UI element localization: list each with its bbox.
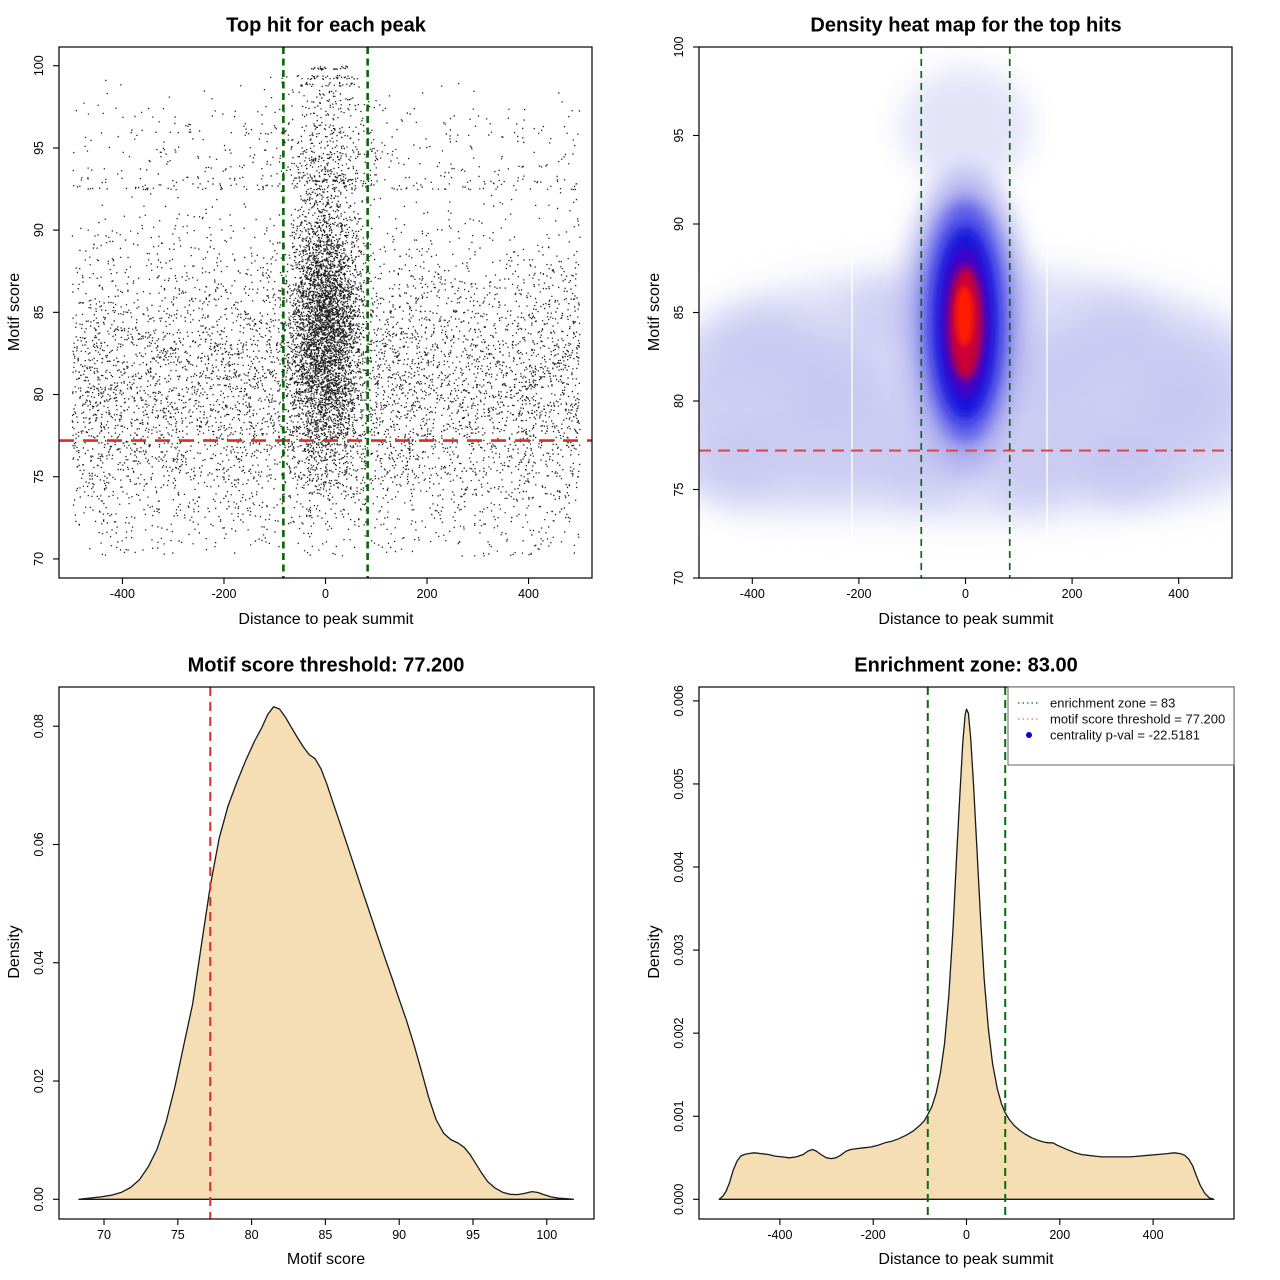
scatter-points (71, 65, 581, 557)
heatmap-plot-title: Density heat map for the top hits (810, 14, 1122, 37)
heatmap-density-blob (955, 285, 974, 347)
y-tick-label: 0.08 (32, 714, 46, 738)
x-tick-label: 0 (322, 587, 329, 601)
y-tick-label: 0.002 (672, 1017, 686, 1048)
plot-area (59, 47, 592, 578)
heatmap-density-blob (1069, 291, 1161, 370)
heatmap-density-blob (992, 445, 1067, 517)
y-tick-label: 95 (32, 141, 46, 155)
density-curve (78, 706, 574, 1200)
scatter-plot: -400 -200 0 200 400 70 75 80 85 90 95 100 Top hit f… (0, 0, 640, 640)
legend-entry-label: centrality p-val = -22.5181 (1050, 728, 1200, 743)
score-density-plot-ylabel: Density (6, 925, 23, 979)
scatter-plot-xlabel: Distance to peak summit (238, 611, 414, 628)
y-tick-label: 85 (672, 306, 686, 320)
y-tick-label: 90 (32, 223, 46, 237)
x-tick-label: 100 (536, 1228, 557, 1242)
x-tick-label: 75 (171, 1228, 185, 1242)
y-tick-label: 0.006 (672, 685, 686, 716)
y-tick-label: 90 (672, 217, 686, 231)
y-tick-label: 85 (32, 305, 46, 319)
x-tick-label: 0 (962, 587, 969, 601)
y-tick-label: 80 (672, 394, 686, 408)
y-tick-label: 95 (672, 129, 686, 143)
x-tick-label: -200 (211, 587, 236, 601)
legend-dot-sample (1026, 732, 1032, 738)
x-tick-label: 200 (417, 587, 438, 601)
plot-area (699, 47, 1232, 578)
x-tick-label: 85 (318, 1228, 332, 1242)
y-tick-label: 75 (672, 483, 686, 497)
x-tick-label: 95 (466, 1228, 480, 1242)
x-tick-label: 400 (518, 587, 539, 601)
score-density-plot-canvas: 70 75 80 85 90 95 100 0.00 0.02 0.04 0.06 0.08 (32, 686, 595, 1242)
y-tick-label: 0.000 (672, 1184, 686, 1215)
heatmap-density-blob (1077, 436, 1174, 508)
y-tick-label: 0.06 (32, 832, 46, 856)
heatmap-density-blob (898, 66, 1033, 187)
heatmap-density-blob (1136, 347, 1222, 437)
distance-density-plot-xlabel: Distance to peak summit (878, 1251, 1054, 1268)
heatmap-plot: -400 -200 0 200 400 70 75 80 85 90 95 100 Density h… (640, 0, 1280, 640)
x-tick-label: 400 (1143, 1228, 1164, 1242)
heatmap-density-blob (1010, 326, 1091, 405)
legend-entry-label: enrichment zone = 83 (1050, 696, 1175, 711)
y-tick-label: 0.005 (672, 768, 686, 799)
x-tick-label: -400 (740, 587, 765, 601)
plot-area (59, 687, 594, 1219)
scatter-plot-title: Top hit for each peak (226, 14, 426, 37)
x-tick-label: -400 (767, 1228, 792, 1242)
y-tick-label: 0.001 (672, 1101, 686, 1132)
distance-density-plot-title: Enrichment zone: 83.00 (854, 654, 1078, 677)
x-tick-label: 200 (1049, 1228, 1070, 1242)
y-tick-label: 100 (672, 37, 686, 58)
legend-entry-label: motif score threshold = 77.200 (1050, 712, 1225, 727)
heatmap-plot-canvas: -400 -200 0 200 400 70 75 80 85 90 95 100 (672, 37, 1233, 601)
x-tick-label: 0 (963, 1228, 970, 1242)
distance-density-plot-canvas: -400 -200 0 200 400 0.000 0.001 0.002 0.003 0.004… (672, 685, 1235, 1242)
scatter-plot-ylabel: Motif score (6, 272, 23, 352)
y-tick-label: 100 (32, 55, 46, 76)
heatmap-plot-xlabel: Distance to peak summit (878, 611, 1054, 628)
y-tick-label: 0.04 (32, 951, 46, 975)
x-tick-label: -200 (861, 1228, 886, 1242)
x-tick-label: 80 (245, 1228, 259, 1242)
y-tick-label: 0.003 (672, 934, 686, 965)
plot-area (699, 687, 1234, 1219)
heatmap-density-blob (709, 300, 806, 378)
score-density-plot: 70 75 80 85 90 95 100 0.00 0.02 0.04 0.06 0.08 Moti… (0, 640, 640, 1280)
x-tick-label: 90 (392, 1228, 406, 1242)
y-tick-label: 75 (32, 470, 46, 484)
x-tick-label: 70 (97, 1228, 111, 1242)
y-tick-label: 0.02 (32, 1069, 46, 1093)
x-tick-label: -200 (846, 587, 871, 601)
y-tick-label: 80 (32, 388, 46, 402)
plot-border (58, 686, 595, 1220)
legend-box (1007, 686, 1235, 766)
x-tick-label: 400 (1168, 587, 1189, 601)
distance-density-plot-ylabel: Density (646, 925, 663, 979)
heatmap-density-blob (699, 436, 774, 508)
y-tick-label: 70 (32, 552, 46, 566)
y-tick-label: 0.00 (32, 1187, 46, 1211)
density-curve (718, 708, 1215, 1200)
x-tick-label: 200 (1062, 587, 1083, 601)
distance-density-plot: -400 -200 0 200 400 0.000 0.001 0.002 0.003 0.004… (640, 640, 1280, 1280)
y-tick-label: 0.004 (672, 851, 686, 882)
heatmap-density-blob (784, 339, 870, 428)
y-tick-label: 70 (672, 571, 686, 585)
x-tick-label: -400 (110, 587, 135, 601)
score-density-plot-title: Motif score threshold: 77.200 (187, 654, 465, 677)
score-density-plot-xlabel: Motif score (286, 1251, 366, 1268)
heatmap-plot-ylabel: Motif score (646, 272, 663, 352)
scatter-plot-canvas: -400 -200 0 200 400 70 75 80 85 90 95 100 (32, 46, 593, 601)
